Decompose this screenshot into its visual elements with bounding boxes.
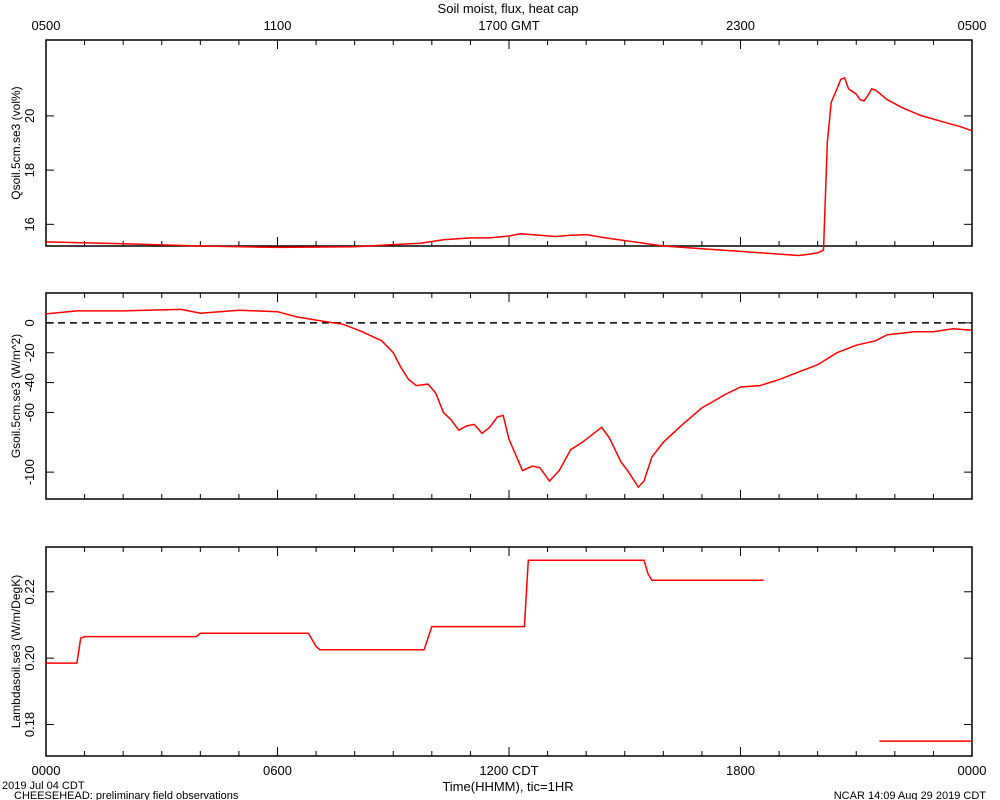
y-tick-label: 16 — [22, 217, 37, 231]
y-tick-label: 20 — [22, 109, 37, 123]
top-tick-label: 2300 — [726, 18, 755, 33]
bottom-tick-label: 0000 — [958, 763, 987, 778]
y-tick-label: -40 — [22, 373, 37, 392]
series-line — [45, 76, 973, 257]
top-tick-label: 1100 — [264, 18, 292, 33]
x-axis-label: Time(HHMM), tic=1HR — [442, 779, 573, 794]
series-line — [45, 308, 973, 489]
date-label: 2019 Jul 04 CDT — [2, 780, 85, 792]
series-line — [46, 559, 764, 664]
bottom-tick-label: 0000 — [32, 763, 61, 778]
y-axis-label: Lambdasoil.se3 (W/m/DegK) — [9, 575, 23, 728]
chart-title: Soil moist, flux, heat cap — [438, 1, 579, 16]
project-label: CHEESEHEAD: preliminary field observatio… — [14, 790, 239, 800]
y-tick-label: 0 — [22, 319, 37, 326]
panel-frame — [45, 292, 973, 500]
y-tick-label: 0.18 — [22, 712, 37, 737]
panel-frame — [45, 546, 973, 757]
panel-frame — [45, 39, 973, 247]
bottom-tick-label: 1200 CDT — [479, 763, 538, 778]
y-tick-label: -20 — [22, 343, 37, 362]
top-tick-label: 1700 GMT — [478, 18, 539, 33]
stamp-label: NCAR 14:09 Aug 29 2019 CDT — [834, 790, 987, 800]
y-tick-label: -100 — [22, 459, 37, 485]
bottom-tick-label: 0600 — [263, 763, 292, 778]
bottom-axis: 0000 0600 1200 CDT 1800 0000 — [32, 763, 987, 778]
y-tick-label: -60 — [22, 403, 37, 422]
y-tick-label: 18 — [22, 163, 37, 177]
y-tick-label: 0.22 — [22, 579, 37, 604]
top-tick-label: 0500 — [32, 18, 61, 33]
y-axis-label: Gsoil.5cm.se3 (W/m^2) — [9, 334, 23, 458]
top-tick-label: 0500 — [958, 18, 987, 33]
y-axis-label: Qsoil.5cm.se3 (vol%) — [9, 86, 23, 199]
top-axis: 0500 1100 1700 GMT 2300 0500 — [32, 18, 987, 33]
bottom-tick-label: 1800 — [726, 763, 755, 778]
y-tick-label: 0.20 — [22, 645, 37, 670]
